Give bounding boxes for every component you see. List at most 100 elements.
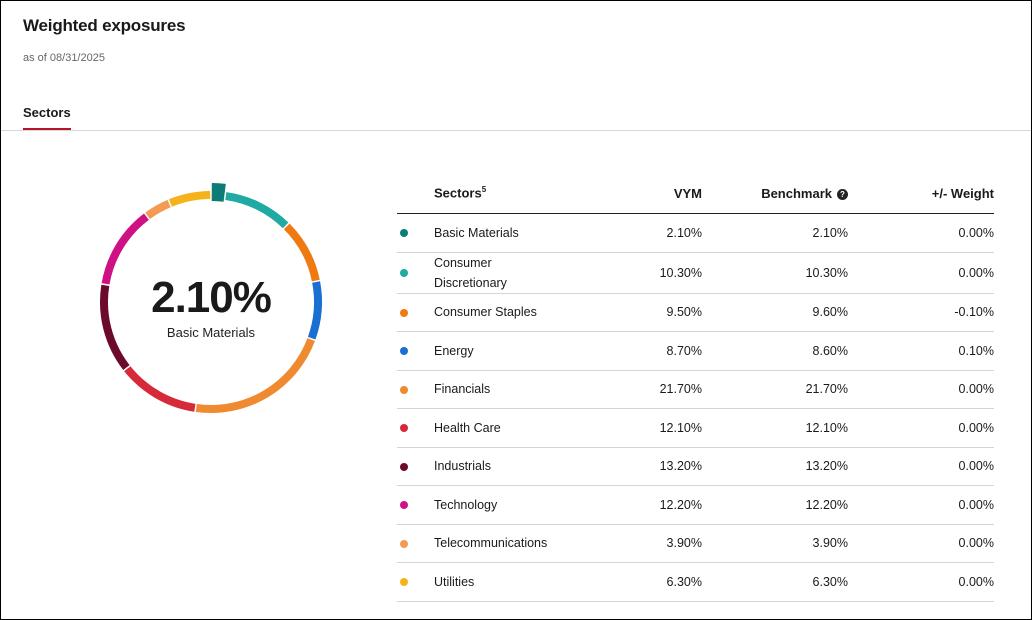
sector-name: Financials bbox=[434, 370, 568, 409]
sector-weight-diff: 0.00% bbox=[848, 252, 994, 294]
dot-cell bbox=[397, 293, 434, 332]
donut-center-label: Basic Materials bbox=[166, 325, 256, 340]
donut-slice-health-care[interactable] bbox=[124, 366, 196, 412]
sector-vym-value: 3.90% bbox=[568, 524, 702, 563]
dot-cell bbox=[397, 252, 434, 294]
sector-vym-value: 6.30% bbox=[568, 562, 702, 602]
dot-cell bbox=[397, 213, 434, 253]
sector-benchmark-value: 9.60% bbox=[702, 293, 848, 332]
table-row: Consumer Staples 9.50% 9.60% -0.10% bbox=[397, 293, 994, 332]
dot-cell bbox=[397, 331, 434, 371]
header-sectors-label: Sectors bbox=[434, 185, 482, 201]
sector-name: Telecommunications bbox=[434, 524, 568, 563]
sector-name: Health Care bbox=[434, 408, 568, 448]
table-row: Telecommunications 3.90% 3.90% 0.00% bbox=[397, 524, 994, 563]
table-row: Technology 12.20% 12.20% 0.00% bbox=[397, 485, 994, 525]
sector-name: Industrials bbox=[434, 447, 568, 486]
donut-svg bbox=[100, 183, 322, 413]
sector-color-dot bbox=[400, 385, 408, 394]
sector-color-dot bbox=[400, 578, 408, 587]
table-row: Health Care 12.10% 12.10% 0.00% bbox=[397, 408, 994, 448]
sector-weight-diff: 0.00% bbox=[848, 485, 994, 525]
sector-vym-value: 21.70% bbox=[568, 370, 702, 409]
sector-benchmark-value: 8.60% bbox=[702, 331, 848, 371]
sector-weight-diff: 0.00% bbox=[848, 447, 994, 486]
donut-slice-utilities[interactable] bbox=[168, 191, 211, 207]
sector-name: Technology bbox=[434, 485, 568, 525]
header-weight: +/- Weight bbox=[848, 173, 994, 214]
as-of-date: as of 08/31/2025 bbox=[23, 52, 105, 64]
table-header-row: Sectors5 VYM Benchmark? +/- Weight bbox=[397, 173, 994, 214]
sector-weight-diff: 0.00% bbox=[848, 370, 994, 409]
donut-slice-basic-materials[interactable] bbox=[211, 183, 226, 202]
sector-benchmark-value: 6.30% bbox=[702, 562, 848, 602]
sector-weight-diff: 0.00% bbox=[848, 562, 994, 602]
dot-cell bbox=[397, 447, 434, 486]
sector-benchmark-value: 2.10% bbox=[702, 213, 848, 253]
sector-name: Utilities bbox=[434, 562, 568, 602]
sector-name: Energy bbox=[434, 331, 568, 371]
header-spacer bbox=[397, 173, 434, 214]
tab-divider bbox=[1, 130, 1031, 131]
sector-weight-diff: 0.00% bbox=[848, 408, 994, 448]
header-benchmark-label: Benchmark bbox=[761, 185, 832, 201]
sector-weight-diff: 0.10% bbox=[848, 331, 994, 371]
sector-color-dot bbox=[400, 308, 408, 317]
sector-color-dot bbox=[400, 424, 408, 433]
sector-color-dot bbox=[400, 462, 408, 471]
sector-weight-diff: 0.00% bbox=[848, 524, 994, 563]
table-row: Utilities 6.30% 6.30% 0.00% bbox=[397, 562, 994, 602]
sector-vym-value: 13.20% bbox=[568, 447, 702, 486]
sector-color-dot bbox=[400, 269, 408, 278]
sector-benchmark-value: 10.30% bbox=[702, 252, 848, 294]
sector-vym-value: 2.10% bbox=[568, 213, 702, 253]
sector-vym-value: 10.30% bbox=[568, 252, 702, 294]
sector-color-dot bbox=[400, 229, 408, 238]
sector-color-dot bbox=[400, 539, 408, 548]
dot-cell bbox=[397, 524, 434, 563]
sector-benchmark-value: 12.10% bbox=[702, 408, 848, 448]
header-vym: VYM bbox=[568, 173, 702, 214]
donut-slice-telecommunications[interactable] bbox=[145, 199, 171, 220]
donut-slice-energy[interactable] bbox=[307, 281, 322, 340]
donut-slice-industrials[interactable] bbox=[100, 284, 130, 370]
sector-vym-value: 12.20% bbox=[568, 485, 702, 525]
sectors-table: Sectors5 VYM Benchmark? +/- Weight Basic… bbox=[397, 173, 994, 602]
tab-sectors[interactable]: Sectors bbox=[23, 105, 71, 131]
header-sectors: Sectors5 bbox=[434, 173, 568, 214]
donut-slice-consumer-discretionary[interactable] bbox=[225, 192, 289, 229]
sector-benchmark-value: 3.90% bbox=[702, 524, 848, 563]
sector-weight-diff: -0.10% bbox=[848, 293, 994, 332]
sector-name: Consumer Staples bbox=[434, 293, 568, 332]
table-row: Basic Materials 2.10% 2.10% 0.00% bbox=[397, 213, 994, 253]
section-title: Weighted exposures bbox=[23, 16, 186, 35]
sector-color-dot bbox=[400, 501, 408, 510]
donut-slice-financials[interactable] bbox=[195, 338, 315, 413]
table-row: Industrials 13.20% 13.20% 0.00% bbox=[397, 447, 994, 486]
table-row: Financials 21.70% 21.70% 0.00% bbox=[397, 370, 994, 409]
sector-color-dot bbox=[400, 347, 408, 356]
dot-cell bbox=[397, 562, 434, 602]
sector-name: Consumer Discretionary bbox=[434, 252, 568, 294]
sector-vym-value: 8.70% bbox=[568, 331, 702, 371]
table-row: Consumer Discretionary 10.30% 10.30% 0.00% bbox=[397, 252, 994, 294]
header-benchmark: Benchmark? bbox=[702, 173, 848, 214]
table-row: Energy 8.70% 8.60% 0.10% bbox=[397, 331, 994, 371]
footnote-marker[interactable]: 5 bbox=[481, 185, 487, 195]
dot-cell bbox=[397, 485, 434, 525]
donut-center-value: 2.10% bbox=[151, 273, 272, 322]
sector-weight-diff: 0.00% bbox=[848, 213, 994, 253]
dot-cell bbox=[397, 408, 434, 448]
sector-donut-chart: 2.10% Basic Materials bbox=[91, 173, 331, 433]
donut-slice-consumer-staples[interactable] bbox=[283, 223, 320, 282]
help-icon[interactable]: ? bbox=[837, 188, 848, 200]
sector-benchmark-value: 12.20% bbox=[702, 485, 848, 525]
sectors-table-body: Basic Materials 2.10% 2.10% 0.00% Consumer D… bbox=[397, 213, 994, 602]
sector-benchmark-value: 21.70% bbox=[702, 370, 848, 409]
sector-vym-value: 12.10% bbox=[568, 408, 702, 448]
sector-benchmark-value: 13.20% bbox=[702, 447, 848, 486]
sector-name: Basic Materials bbox=[434, 213, 568, 253]
sector-vym-value: 9.50% bbox=[568, 293, 702, 332]
donut-slice-technology[interactable] bbox=[101, 213, 149, 285]
